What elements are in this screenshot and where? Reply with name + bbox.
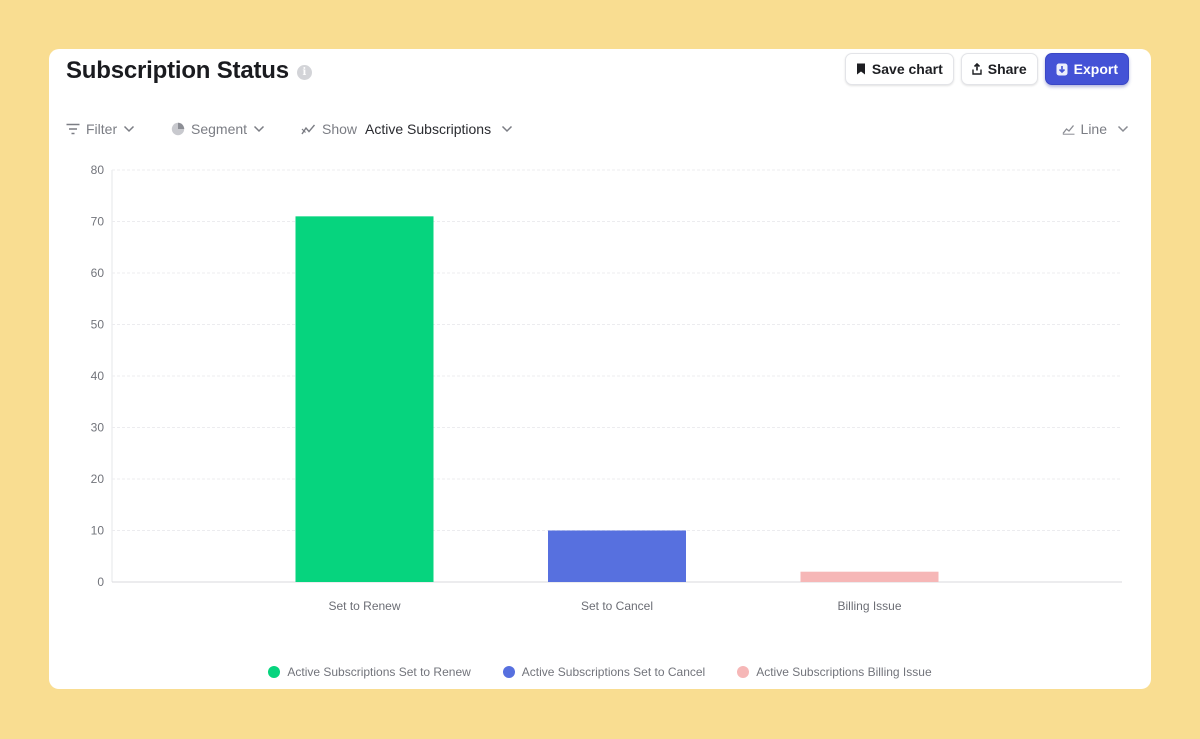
chevron-down-icon (1117, 125, 1129, 133)
legend-swatch (737, 666, 750, 678)
chevron-down-icon (254, 125, 265, 133)
segment-label: Segment (191, 121, 248, 137)
show-prefix: Show (322, 121, 358, 137)
save-chart-button[interactable]: Save chart (844, 53, 954, 85)
legend-label: Active Subscriptions Set to Cancel (521, 665, 706, 679)
x-tick-label: Set to Renew (328, 599, 400, 613)
legend-label: Active Subscriptions Set to Renew (287, 665, 471, 679)
y-tick-label: 30 (91, 421, 105, 435)
metric-trend-icon (301, 124, 316, 134)
chart-card: Subscription Status i Save chart Share (49, 49, 1151, 689)
info-icon[interactable]: i (296, 64, 312, 80)
legend-swatch (268, 666, 281, 678)
legend-label: Active Subscriptions Billing Issue (756, 665, 932, 679)
y-tick-label: 0 (97, 575, 104, 589)
show-metric-dropdown[interactable]: Show Active Subscriptions (301, 121, 513, 137)
pie-chart-icon (171, 122, 185, 136)
chart-header: Subscription Status i Save chart Share (66, 53, 1129, 93)
chart-view-dropdown[interactable]: Line (1062, 121, 1129, 137)
x-tick-label: Billing Issue (837, 599, 901, 613)
line-chart-icon (1062, 125, 1075, 135)
y-tick-label: 50 (91, 318, 105, 332)
y-tick-label: 20 (91, 472, 105, 486)
filter-icon (66, 123, 80, 135)
header-actions: Save chart Share Export (844, 53, 1129, 85)
legend-item[interactable]: Active Subscriptions Set to Cancel (502, 665, 706, 679)
export-button[interactable]: Export (1044, 53, 1129, 85)
bookmark-icon (856, 63, 865, 75)
y-tick-label: 80 (91, 163, 105, 177)
filter-label: Filter (86, 121, 118, 137)
export-icon (1056, 63, 1068, 75)
chevron-down-icon (124, 125, 135, 133)
legend-item[interactable]: Active Subscriptions Billing Issue (737, 665, 932, 679)
bar-billing-issue[interactable] (800, 571, 939, 582)
export-label: Export (1073, 61, 1118, 77)
segment-dropdown[interactable]: Segment (171, 121, 265, 137)
y-tick-label: 70 (91, 215, 105, 229)
share-button[interactable]: Share (960, 53, 1038, 85)
chart-legend: Active Subscriptions Set to Renew Active … (49, 665, 1151, 679)
y-tick-label: 60 (91, 266, 105, 280)
x-tick-label: Set to Cancel (581, 599, 653, 613)
chart-toolbar: Filter Segment Show Active Subscriptions (66, 121, 1129, 141)
legend-item[interactable]: Active Subscriptions Set to Renew (268, 665, 471, 679)
chart-title: Subscription Status (66, 57, 289, 84)
y-tick-label: 40 (91, 369, 105, 383)
show-value: Active Subscriptions (365, 121, 492, 137)
legend-swatch (502, 666, 515, 678)
chart-view-label: Line (1080, 121, 1107, 137)
share-label: Share (987, 61, 1027, 77)
title-wrap: Subscription Status i (66, 53, 312, 89)
save-chart-label: Save chart (871, 61, 943, 77)
chevron-down-icon (502, 125, 513, 133)
bar-chart: 0 10 20 30 40 50 60 70 80 Set to Renew Set to Canc… (91, 163, 1122, 613)
share-upload-icon (972, 63, 982, 75)
bar-set-to-renew[interactable] (295, 216, 434, 582)
bar-set-to-cancel[interactable] (548, 530, 686, 583)
filter-dropdown[interactable]: Filter (66, 121, 135, 137)
y-tick-label: 10 (91, 524, 105, 538)
